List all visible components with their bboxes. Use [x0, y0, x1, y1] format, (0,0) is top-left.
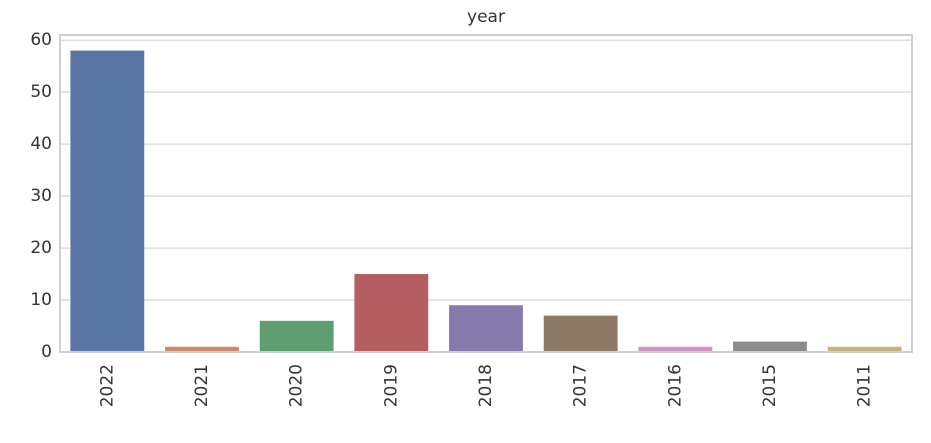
y-tick-label: 60 — [30, 30, 52, 50]
y-tick-label: 10 — [30, 290, 52, 310]
x-tick-label: 2011 — [855, 364, 875, 407]
plot-frame — [59, 34, 913, 353]
bar — [449, 305, 523, 352]
x-tick-label: 2017 — [571, 364, 591, 407]
bar — [638, 346, 713, 352]
x-tick-label: 2016 — [665, 364, 685, 407]
y-tick-label: 50 — [30, 82, 52, 102]
x-tick-label: 2018 — [476, 364, 496, 407]
x-tick-label: 2021 — [192, 364, 212, 407]
y-tick-label: 0 — [41, 342, 52, 362]
x-tick-label: 2015 — [760, 364, 780, 407]
y-tick-label: 30 — [30, 186, 52, 206]
y-tick-label: 40 — [30, 134, 52, 154]
bar — [733, 341, 807, 352]
bar — [543, 315, 618, 352]
x-tick-label: 2020 — [287, 364, 307, 407]
bar — [259, 320, 334, 352]
x-tick-label: 2019 — [381, 364, 401, 407]
chart-title: year — [467, 7, 505, 27]
bar — [354, 274, 429, 352]
bar — [165, 346, 239, 352]
bar — [827, 346, 902, 352]
x-tick-label: 2022 — [97, 364, 117, 407]
bar — [70, 50, 145, 353]
y-tick-label: 20 — [30, 238, 52, 258]
